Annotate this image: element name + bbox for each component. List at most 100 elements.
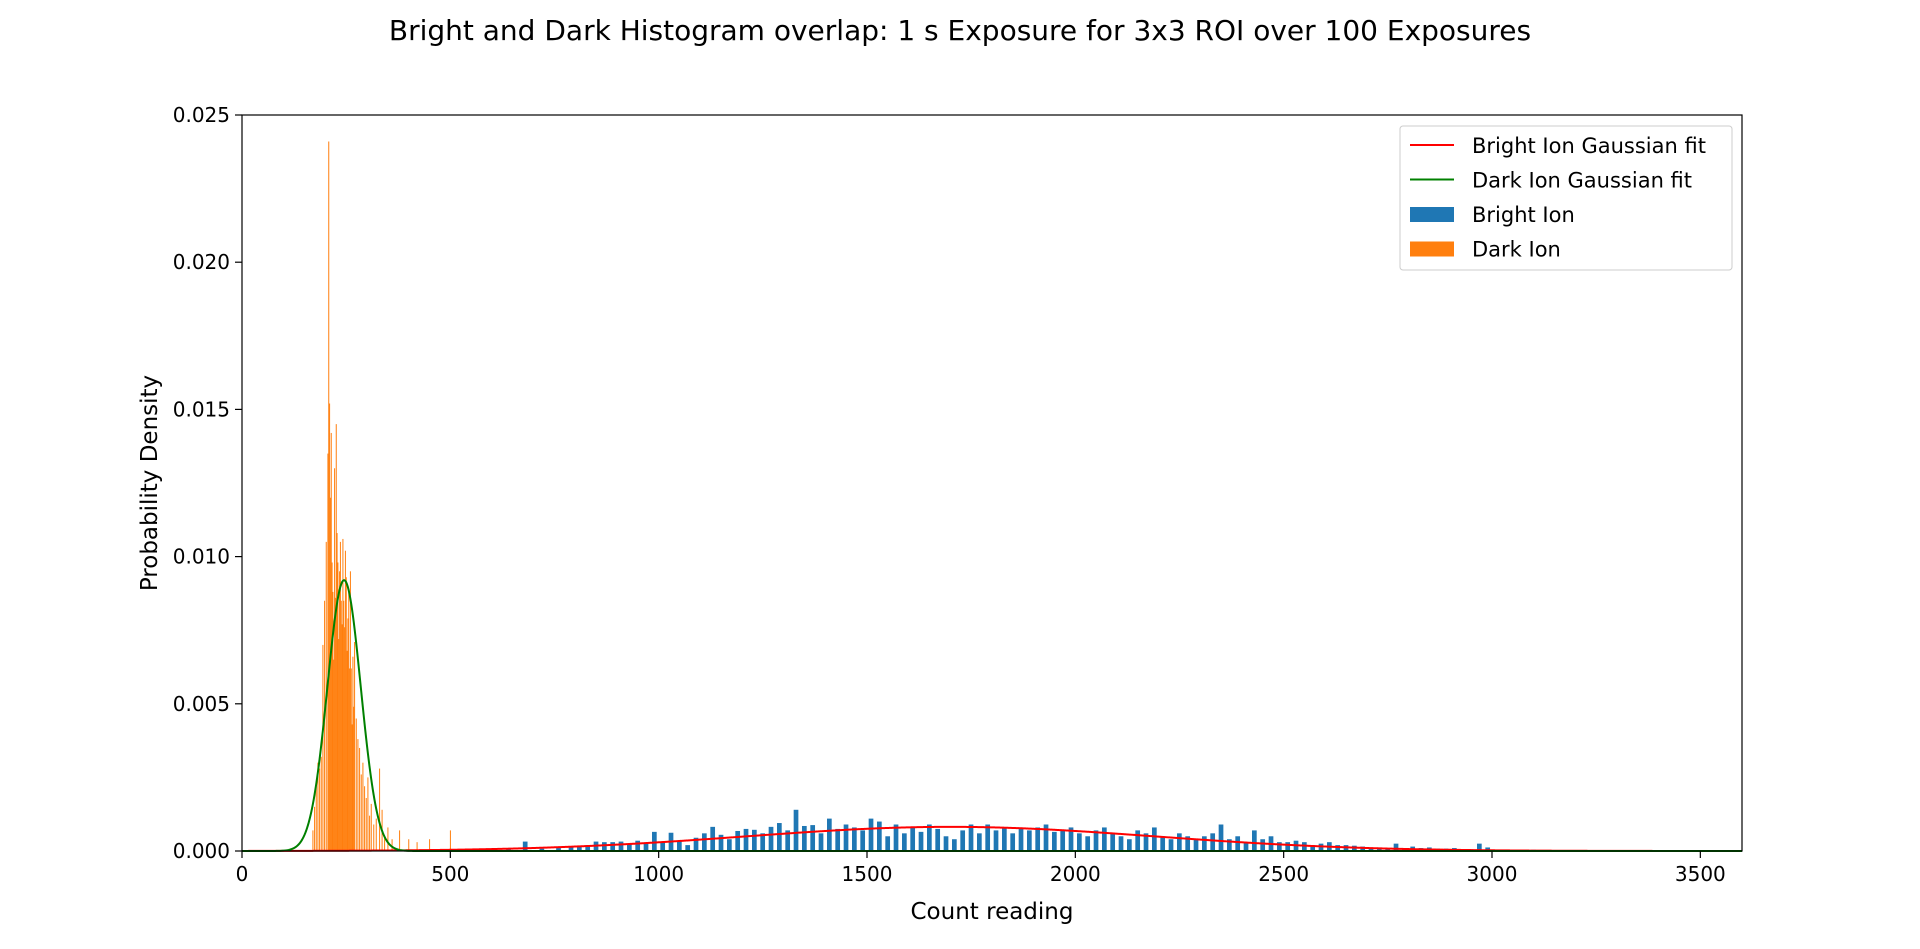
plot-frame: [241, 114, 1743, 852]
bright-ion-bar: [610, 842, 616, 851]
bright-ion-bar: [618, 841, 624, 851]
dark-ion-bar: [370, 803, 372, 851]
bright-ion-bar: [827, 818, 832, 851]
bright-ion-bar: [993, 830, 999, 851]
bright-ion-bar: [885, 836, 891, 851]
bright-ion-bar: [843, 824, 849, 851]
dark-ion-bar: [349, 571, 351, 851]
dark-ion-bar: [343, 600, 345, 851]
dark-ion-bar: [360, 774, 362, 851]
legend-label: Dark Ion Gaussian fit: [1472, 169, 1692, 193]
y-tick-label: 0.010: [173, 545, 230, 569]
dark-ion-bar: [327, 453, 329, 851]
bright-ion-bar: [810, 825, 816, 851]
bright-ion-bar: [627, 843, 632, 851]
bright-ion-bar: [677, 840, 682, 851]
bright-ion-bar: [635, 840, 641, 851]
dark-ion-bar: [331, 562, 333, 851]
bright-ion-bar: [718, 834, 724, 851]
x-tick-label: 3000: [1467, 862, 1518, 886]
dark-ion-bars: [312, 141, 451, 852]
dark-ion-bar: [353, 706, 355, 851]
bright-ion-bar: [1135, 830, 1141, 851]
dark-ion-bar: [350, 668, 352, 851]
bright-ion-bar: [860, 830, 866, 851]
bright-ion-bar: [1010, 833, 1016, 851]
bright-ion-bar: [777, 823, 782, 851]
bright-ion-bar: [918, 831, 924, 851]
dark-ion-bar: [340, 600, 342, 851]
bright-ion-bar: [1477, 843, 1482, 851]
dark-ion-bar: [408, 839, 410, 851]
bright-ion-bar: [1077, 833, 1082, 851]
bright-ion-bar: [1152, 827, 1157, 851]
dark-ion-bar: [387, 827, 389, 851]
dark-ion-bar: [315, 786, 317, 851]
bright-ion-bar: [693, 837, 699, 851]
dark-ion-bar: [391, 839, 393, 851]
bright-ion-bar: [852, 827, 857, 851]
bright-ion-bar: [1002, 827, 1007, 851]
dark-ion-bar: [347, 618, 349, 851]
legend-label: Bright Ion: [1472, 203, 1575, 227]
bright-ion-bar: [1118, 836, 1124, 851]
x-tick-label: 1000: [633, 862, 684, 886]
bright-ion-bar: [660, 842, 666, 851]
y-axis-label: Probability Density: [137, 375, 163, 591]
bright-ion-bar: [522, 841, 528, 851]
bright-ion-bar: [1335, 845, 1341, 851]
dark-ion-bar: [349, 668, 351, 851]
bright-ion-bar: [1252, 830, 1257, 851]
dark-ion-bar: [333, 659, 335, 851]
x-tick-label: 0: [236, 862, 249, 886]
dark-ion-bar: [328, 141, 330, 852]
bright-ion-bar: [1177, 833, 1182, 851]
dark-ion-bar: [449, 830, 451, 851]
bright-ion-bar: [910, 827, 916, 851]
x-tick-label: 2500: [1258, 862, 1309, 886]
x-tick-label: 2000: [1050, 862, 1101, 886]
x-tick-label: 500: [431, 862, 469, 886]
bright-ion-bar: [1052, 831, 1057, 851]
bright-ion-bar: [977, 833, 982, 851]
bright-ion-bar: [818, 833, 824, 851]
y-tick-label: 0.015: [173, 397, 230, 421]
bright-ion-bar: [1168, 839, 1174, 851]
bright-ion-bar: [1143, 833, 1149, 851]
axes: 0 500 1000 1500 2000 2500 3000 3500 0.000 0.005 0.…: [137, 103, 1743, 925]
legend-label: Bright Ion Gaussian fit: [1472, 134, 1706, 158]
dark-ion-bar: [319, 768, 321, 851]
bright-ion-bar: [1277, 842, 1282, 851]
bright-ion-bar: [743, 828, 749, 851]
dark-ion-bar: [373, 824, 375, 851]
bright-ion-bar: [877, 821, 882, 851]
dark-ion-bar: [352, 656, 354, 851]
dark-ion-bar: [338, 639, 340, 851]
bright-ion-bar: [768, 826, 774, 851]
dark-ion-bar: [337, 562, 339, 851]
dark-ion-bar: [348, 591, 350, 851]
dark-ion-bar: [367, 777, 369, 851]
dark-ion-bar: [416, 842, 418, 851]
bright-ion-bar: [585, 845, 591, 851]
dark-ion-bar: [375, 818, 377, 851]
dark-ion-bar: [344, 550, 346, 851]
bright-ion-bar: [952, 839, 957, 851]
legend-box: [1399, 125, 1733, 271]
bright-ion-bar: [935, 828, 941, 851]
bright-ion-bar: [1243, 842, 1249, 851]
dark-ion-bar: [399, 830, 401, 851]
dark-ion-bar: [364, 786, 366, 851]
bright-ion-bar: [727, 839, 732, 851]
bright-ion-bar: [1127, 839, 1132, 851]
x-axis-label: Count reading: [911, 899, 1074, 925]
bright-ion-bar: [835, 828, 841, 851]
bright-ion-bar: [793, 809, 799, 851]
bright-ion-bar: [568, 846, 574, 851]
dark-ion-bar: [379, 768, 381, 851]
bright-ion-bar: [960, 830, 966, 851]
bright-ion-bar: [1035, 827, 1041, 851]
dark-ion-bar: [335, 424, 337, 851]
bright-ion-bar: [1368, 848, 1374, 851]
y-tick-label: 0.000: [173, 839, 230, 863]
